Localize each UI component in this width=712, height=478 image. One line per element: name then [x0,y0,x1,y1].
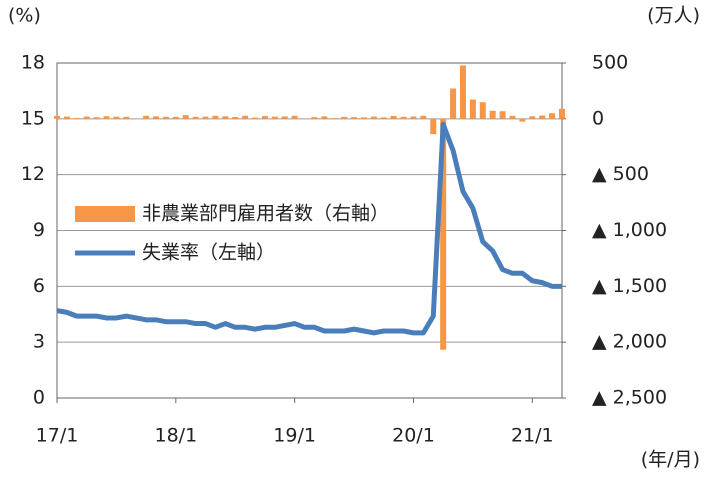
x-tick-label: 19/1 [273,425,316,447]
bar [499,111,506,119]
bar [93,117,100,119]
bar [420,115,427,119]
bar [182,115,189,119]
bar [509,115,516,119]
y2-tick-label: ▲ 2,500 [592,387,667,409]
bar [410,116,417,119]
bar [311,117,318,119]
bar [212,115,219,119]
bar [162,116,169,119]
y-tick-label: 18 [21,52,45,74]
bar [351,117,358,119]
x-axis-label: (年/月) [641,449,700,471]
line [56,121,562,336]
x-tick-label: 17/1 [36,425,79,447]
bar [222,116,229,119]
legend-label: 非農業部門雇用者数（右軸） [142,203,389,225]
bar [469,99,476,119]
bar [192,116,199,119]
bar [73,118,80,119]
bar [113,116,120,119]
y-tick-label: 6 [33,275,45,297]
y2-tick-label: 0 [592,107,604,129]
legend-label: 失業率（左軸） [142,242,275,264]
bar [54,115,60,119]
y2-axis-label: (万人) [647,5,700,27]
bar [390,115,397,119]
bar [103,116,110,119]
bar [232,117,239,119]
y2-tick-label: ▲ 1,000 [592,219,667,241]
bar [341,116,348,119]
bar [459,65,466,119]
bar [489,110,496,119]
bar [281,116,288,119]
bar [252,117,259,119]
legend-swatch [75,206,135,222]
bar [450,88,457,119]
bar [519,118,526,122]
bar [83,116,90,119]
bar [331,118,338,119]
y-tick-label: 3 [33,331,45,353]
x-tick-label: 20/1 [392,425,435,447]
bar [321,116,328,119]
bar [242,115,249,119]
bar [529,116,536,119]
bar [202,116,209,119]
y-tick-label: 15 [21,107,45,129]
y-tick-label: 12 [21,163,45,185]
bar [479,102,486,119]
y-tick-label: 9 [33,219,45,241]
y2-tick-label: ▲ 500 [592,163,649,185]
bar [440,118,447,350]
bar [539,115,546,119]
bar [261,116,268,119]
bar [559,108,565,119]
bar [123,116,130,119]
plot-border [56,62,563,399]
bar [360,117,367,119]
x-tick-label: 21/1 [511,425,554,447]
bar [291,115,298,119]
bar [271,116,278,119]
bar [153,116,160,119]
y2-tick-label: 500 [592,52,628,74]
bar [430,118,437,135]
bar [63,116,70,119]
x-tick-label: 18/1 [154,425,197,447]
bar [549,113,556,119]
bar [380,117,387,119]
bar [370,116,377,119]
bar [143,115,150,119]
y2-tick-label: ▲ 2,000 [592,331,667,353]
y-tick-label: 0 [33,387,45,409]
bar [400,116,407,119]
y2-tick-label: ▲ 1,500 [592,275,667,297]
bar [172,116,179,119]
y-axis-label: (%) [8,5,41,27]
